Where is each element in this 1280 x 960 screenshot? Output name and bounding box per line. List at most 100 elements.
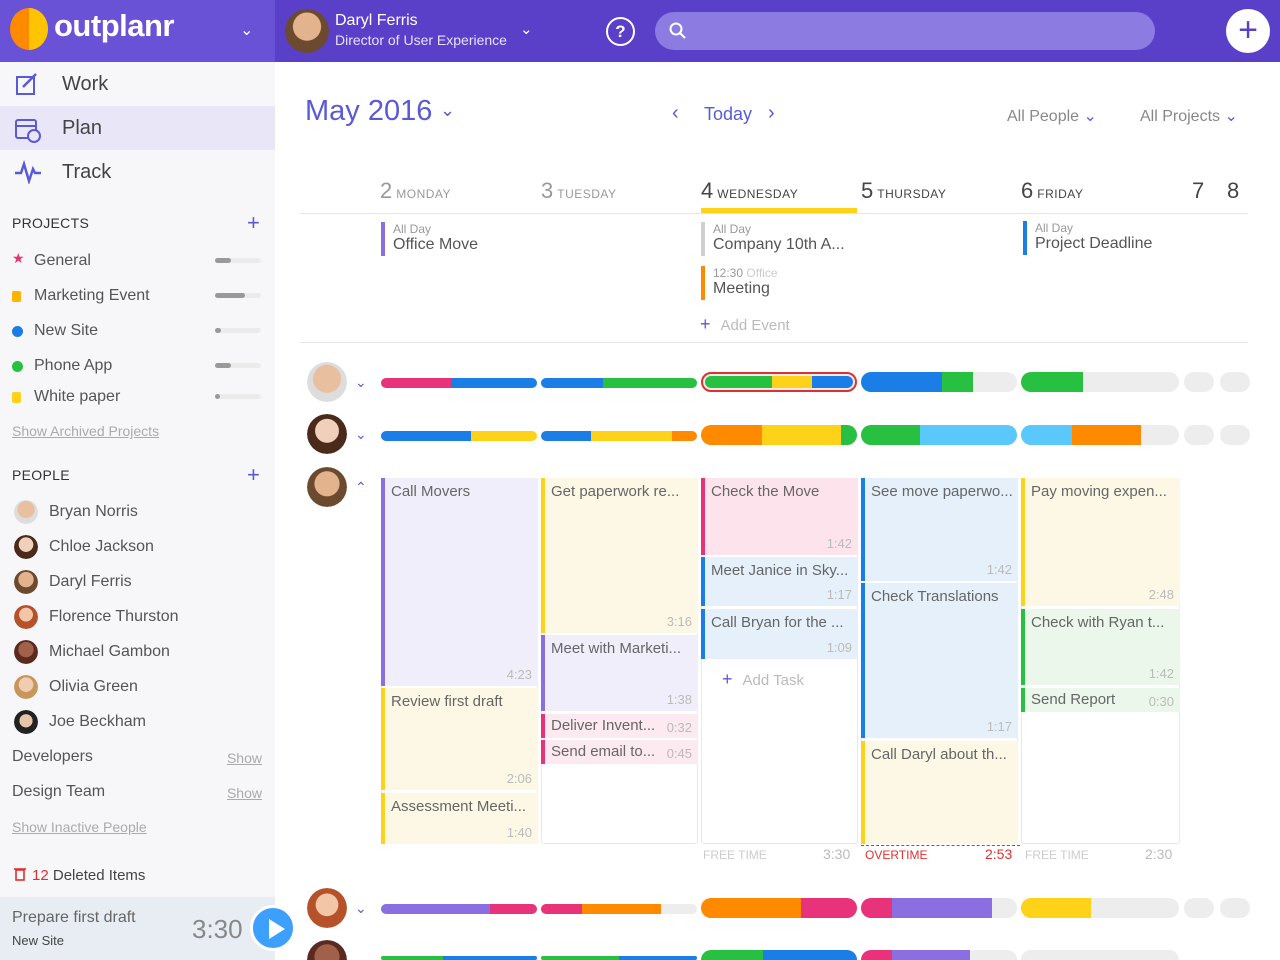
task-card[interactable]: Get paperwork re... 3:16 <box>541 478 698 633</box>
task-card[interactable]: Meet Janice in Sky... 1:17 <box>701 557 858 606</box>
workload-bar[interactable] <box>541 378 697 388</box>
workload-bar[interactable] <box>701 372 857 392</box>
event-item[interactable]: All Day Company 10th A... <box>701 222 851 256</box>
workload-bar[interactable] <box>861 898 1017 918</box>
workload-bar[interactable] <box>1220 372 1250 392</box>
workload-bar[interactable] <box>861 372 1017 392</box>
avatar[interactable] <box>307 467 347 507</box>
add-person-icon[interactable]: + <box>247 462 260 487</box>
workload-bar[interactable] <box>381 431 537 441</box>
chevron-down-icon[interactable]: ⌄ <box>240 22 254 39</box>
add-event-button[interactable]: + Add Event <box>700 314 790 335</box>
avatar[interactable] <box>307 414 347 454</box>
show-inactive-link[interactable]: Show Inactive People <box>12 819 147 835</box>
day-header[interactable]: 7 <box>1192 178 1204 208</box>
person-item[interactable]: Daryl Ferris <box>14 570 264 598</box>
workload-bar[interactable] <box>861 950 1017 960</box>
avatar[interactable] <box>307 362 347 402</box>
day-header[interactable]: 5 THURSDAY <box>861 178 946 208</box>
task-card[interactable]: Check Translations 1:17 <box>861 583 1018 738</box>
chevron-down-icon[interactable]: ⌄ <box>355 426 367 442</box>
help-icon[interactable]: ? <box>606 17 635 46</box>
add-button[interactable]: + <box>1226 9 1270 53</box>
event-item[interactable]: 12:30 Office Meeting <box>701 266 851 300</box>
chevron-down-icon[interactable]: ⌄ <box>440 100 456 120</box>
task-card[interactable]: Assessment Meeti... 1:40 <box>381 793 538 844</box>
show-link[interactable]: Show <box>226 750 262 766</box>
workload-bar[interactable] <box>1184 372 1214 392</box>
task-card[interactable]: See move paperwo... 1:42 <box>861 478 1018 581</box>
deleted-items[interactable]: 12 Deleted Items <box>14 867 145 884</box>
event-item[interactable]: All Day Project Deadline <box>1023 221 1173 255</box>
task-card[interactable]: Send Report 0:30 <box>1021 688 1180 712</box>
task-card[interactable]: Deliver Invent... 0:32 <box>541 714 698 738</box>
person-item[interactable]: Joe Beckham <box>14 710 264 738</box>
chevron-down-icon[interactable]: ⌄ <box>355 900 367 916</box>
workload-bar[interactable] <box>541 956 697 960</box>
day-header[interactable]: 3 TUESDAY <box>541 178 617 208</box>
show-link[interactable]: Show <box>226 785 262 801</box>
workload-bar[interactable] <box>1021 372 1179 392</box>
project-item[interactable]: ★ General <box>12 250 262 274</box>
person-item[interactable]: Florence Thurston <box>14 605 264 633</box>
nav-track[interactable]: Track <box>0 150 275 194</box>
day-header[interactable]: 8 <box>1227 178 1239 208</box>
day-header[interactable]: 2 MONDAY <box>380 178 451 208</box>
task-card[interactable]: Call Daryl about th... <box>861 741 1018 844</box>
workload-bar[interactable] <box>1184 898 1214 918</box>
workload-bar[interactable] <box>1184 425 1214 445</box>
add-task-button[interactable]: + Add Task <box>722 669 804 690</box>
task-card[interactable]: Pay moving expen... 2:48 <box>1021 478 1180 606</box>
workload-bar[interactable] <box>701 898 857 918</box>
nav-plan[interactable]: Plan <box>0 106 275 150</box>
avatar[interactable] <box>285 9 329 53</box>
day-header[interactable]: 6 FRIDAY <box>1021 178 1083 208</box>
project-item[interactable]: White paper <box>12 386 262 410</box>
month-title[interactable]: May 2016 <box>305 95 433 127</box>
workload-bar[interactable] <box>381 378 537 388</box>
team-item[interactable]: Design Team Show <box>12 783 262 801</box>
nav-work[interactable]: Work <box>0 62 275 106</box>
person-item[interactable]: Michael Gambon <box>14 640 264 668</box>
person-item[interactable]: Chloe Jackson <box>14 535 264 563</box>
project-item[interactable]: Marketing Event <box>12 285 262 309</box>
workload-bar[interactable] <box>701 425 857 445</box>
workload-bar[interactable] <box>541 904 697 914</box>
chevron-down-icon[interactable]: ⌄ <box>520 21 533 38</box>
search-bar[interactable] <box>655 12 1155 50</box>
prev-arrow-icon[interactable]: ‹ <box>672 102 679 124</box>
workload-bar[interactable] <box>1021 950 1179 960</box>
chevron-down-icon[interactable]: ⌄ <box>355 374 367 390</box>
workload-bar[interactable] <box>1220 425 1250 445</box>
add-project-icon[interactable]: + <box>247 210 260 235</box>
task-card[interactable]: Review first draft 2:06 <box>381 688 538 790</box>
person-item[interactable]: Olivia Green <box>14 675 264 703</box>
workload-bar[interactable] <box>381 956 537 960</box>
project-item[interactable]: Phone App <box>12 355 262 379</box>
show-archived-link[interactable]: Show Archived Projects <box>12 423 160 439</box>
workload-bar[interactable] <box>1021 898 1179 918</box>
workload-bar[interactable] <box>861 425 1017 445</box>
task-card[interactable]: Call Bryan for the ... 1:09 <box>701 609 858 659</box>
workload-bar[interactable] <box>1220 898 1250 918</box>
user-name[interactable]: Daryl Ferris <box>335 12 418 29</box>
team-item[interactable]: Developers Show <box>12 748 262 766</box>
person-item[interactable]: Bryan Norris <box>14 500 264 528</box>
avatar[interactable] <box>307 888 347 928</box>
people-filter[interactable]: All People ⌄ <box>1007 106 1097 126</box>
project-item[interactable]: New Site <box>12 320 262 344</box>
next-arrow-icon[interactable]: › <box>768 102 775 124</box>
workload-bar[interactable] <box>381 904 537 914</box>
event-item[interactable]: All Day Office Move <box>381 222 531 256</box>
avatar[interactable] <box>307 940 347 960</box>
search-input[interactable] <box>695 18 1135 44</box>
play-button[interactable] <box>250 905 296 951</box>
task-card[interactable]: Meet with Marketi... 1:38 <box>541 635 698 711</box>
chevron-up-icon[interactable]: ⌃ <box>355 479 367 495</box>
workload-bar[interactable] <box>701 950 857 960</box>
task-card[interactable]: Check with Ryan t... 1:42 <box>1021 609 1180 685</box>
workload-bar[interactable] <box>1021 425 1179 445</box>
task-card[interactable]: Check the Move 1:42 <box>701 478 858 555</box>
projects-filter[interactable]: All Projects ⌄ <box>1140 106 1238 126</box>
task-card[interactable]: Call Movers 4:23 <box>381 478 538 686</box>
